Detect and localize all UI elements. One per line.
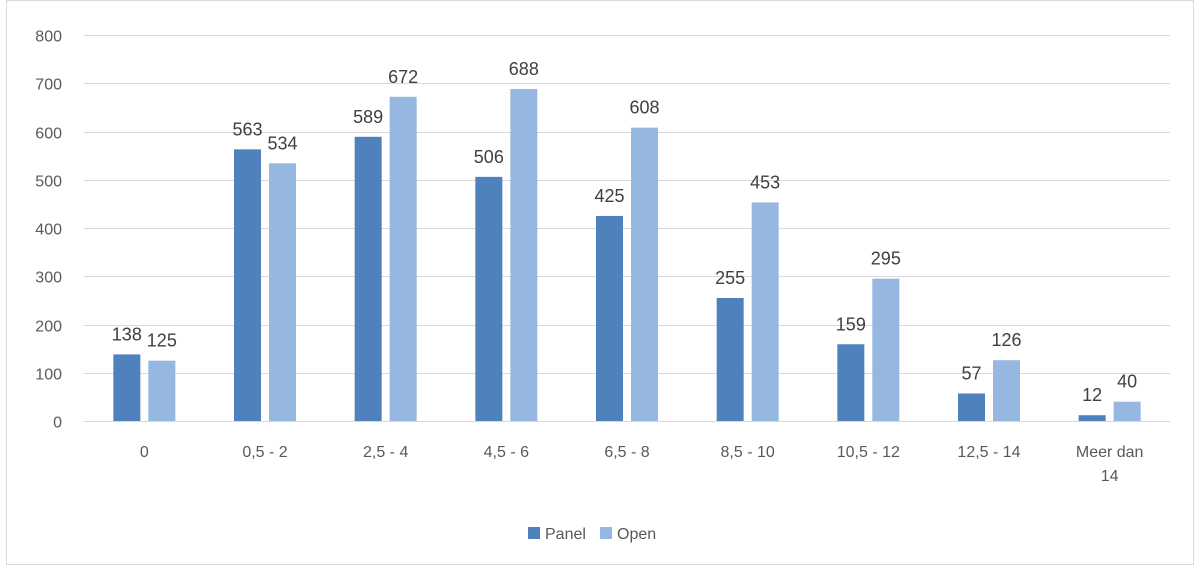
y-tick-label: 600: [35, 126, 62, 143]
bar-panel: [716, 297, 744, 421]
bar-panel: [596, 215, 623, 421]
x-tick-label-line: 4,5 - 6: [484, 444, 529, 461]
bar-open: [510, 89, 538, 421]
x-tick-label: 2,5 - 4: [363, 444, 408, 461]
legend: Panel Open: [528, 526, 656, 543]
data-label-panel: 563: [232, 119, 262, 139]
x-tick-label: 4,5 - 6: [484, 444, 529, 461]
bar-open: [1113, 401, 1141, 421]
bar-open: [872, 278, 900, 421]
y-tick-label: 700: [35, 77, 62, 94]
y-tick-label: 500: [35, 174, 62, 191]
y-tick-label: 0: [53, 415, 62, 432]
data-label-panel: 159: [836, 314, 866, 334]
y-tick-label: 100: [35, 367, 62, 384]
y-tick-label: 400: [35, 222, 62, 239]
x-tick-label-line: 10,5 - 12: [837, 444, 900, 461]
y-tick-label: 800: [35, 29, 62, 46]
y-tick-label: 300: [35, 270, 62, 287]
bar-open: [751, 202, 779, 421]
bar-open: [269, 163, 296, 421]
data-label-panel: 138: [112, 324, 142, 344]
legend-label-open: Open: [617, 526, 656, 543]
x-tick-label-line: 8,5 - 10: [721, 444, 775, 461]
data-label-panel: 506: [474, 147, 504, 167]
x-tick-label-line: 6,5 - 8: [604, 444, 649, 461]
data-label-open: 608: [629, 98, 659, 118]
data-label-panel: 589: [353, 107, 383, 127]
data-label-open: 125: [147, 331, 177, 351]
data-label-open: 295: [871, 249, 901, 269]
bar-open: [389, 96, 417, 421]
data-label-open: 534: [267, 133, 297, 153]
bar-panel: [113, 354, 141, 421]
legend-label-panel: Panel: [545, 526, 586, 543]
data-label-panel: 425: [594, 186, 624, 206]
y-axis-tick-labels: 0 100 200 300 400 500 600 700 800: [35, 29, 62, 432]
data-label-panel: 12: [1082, 385, 1102, 405]
bar-panel: [837, 344, 865, 421]
data-label-panel: 57: [961, 363, 981, 383]
x-tick-label-line: 14: [1101, 468, 1119, 485]
x-tick-label: 10,5 - 12: [837, 444, 900, 461]
x-tick-label: 8,5 - 10: [721, 444, 775, 461]
x-tick-label: 0,5 - 2: [242, 444, 287, 461]
x-tick-label: 0: [140, 444, 149, 461]
bar-panel: [234, 149, 261, 422]
data-label-panel: 255: [715, 268, 745, 288]
bar-open: [993, 360, 1020, 421]
data-label-open: 672: [388, 67, 418, 87]
bar-open: [148, 360, 176, 421]
x-tick-label-line: 0,5 - 2: [242, 444, 287, 461]
legend-swatch-panel: [528, 527, 540, 539]
data-label-open: 688: [509, 59, 539, 79]
x-tick-label-line: 2,5 - 4: [363, 444, 408, 461]
x-tick-label: 6,5 - 8: [604, 444, 649, 461]
bars: [113, 89, 1141, 422]
x-tick-label-line: 12,5 - 14: [957, 444, 1020, 461]
data-label-open: 40: [1117, 372, 1137, 392]
x-tick-label: Meer dan 14: [1076, 444, 1144, 485]
bar-open: [631, 127, 658, 421]
bar-panel: [354, 136, 382, 421]
bar-panel: [958, 393, 985, 421]
bar-panel: [475, 176, 503, 421]
x-axis-tick-labels: 0 0,5 - 2 2,5 - 4 4,5 - 6 6,5 - 8 8,5 - 10 10,…: [140, 444, 1144, 485]
x-tick-label-line: Meer dan: [1076, 444, 1144, 461]
x-tick-label-line: 0: [140, 444, 149, 461]
bar-panel: [1078, 415, 1106, 421]
legend-swatch-open: [600, 527, 612, 539]
gridlines: [84, 35, 1170, 422]
data-label-open: 126: [991, 330, 1021, 350]
y-tick-label: 200: [35, 319, 62, 336]
data-label-open: 453: [750, 172, 780, 192]
x-tick-label: 12,5 - 14: [957, 444, 1020, 461]
